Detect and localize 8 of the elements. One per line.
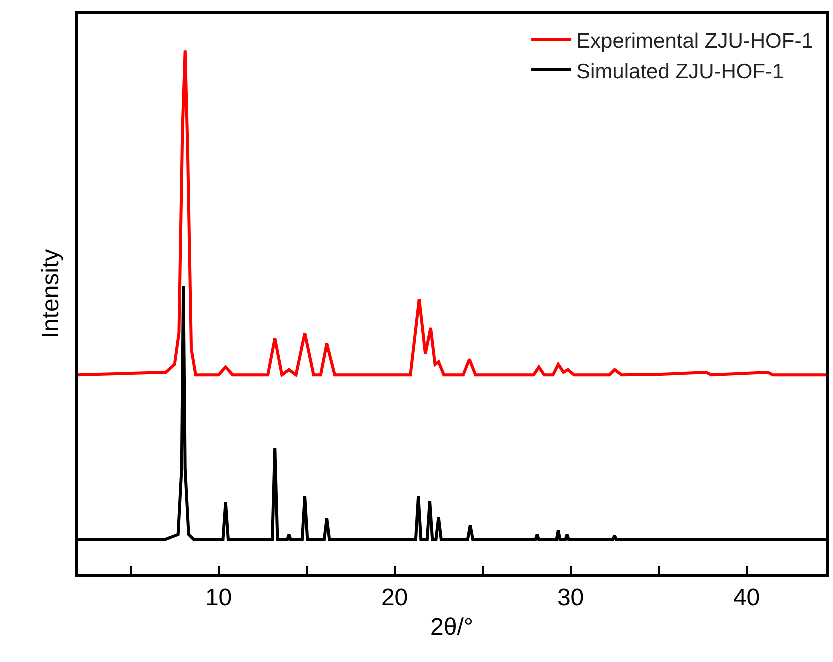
x-tick-label: 10	[205, 584, 232, 612]
x-tick-label: 30	[557, 584, 584, 612]
legend-label: Simulated ZJU-HOF-1	[576, 60, 784, 84]
y-axis-title: Intensity	[37, 249, 64, 339]
x-tick-label: 20	[381, 584, 408, 612]
x-axis-title: 2θ/°	[430, 614, 474, 641]
x-tick-label: 40	[733, 584, 760, 612]
legend-label: Experimental ZJU-HOF-1	[576, 30, 814, 53]
